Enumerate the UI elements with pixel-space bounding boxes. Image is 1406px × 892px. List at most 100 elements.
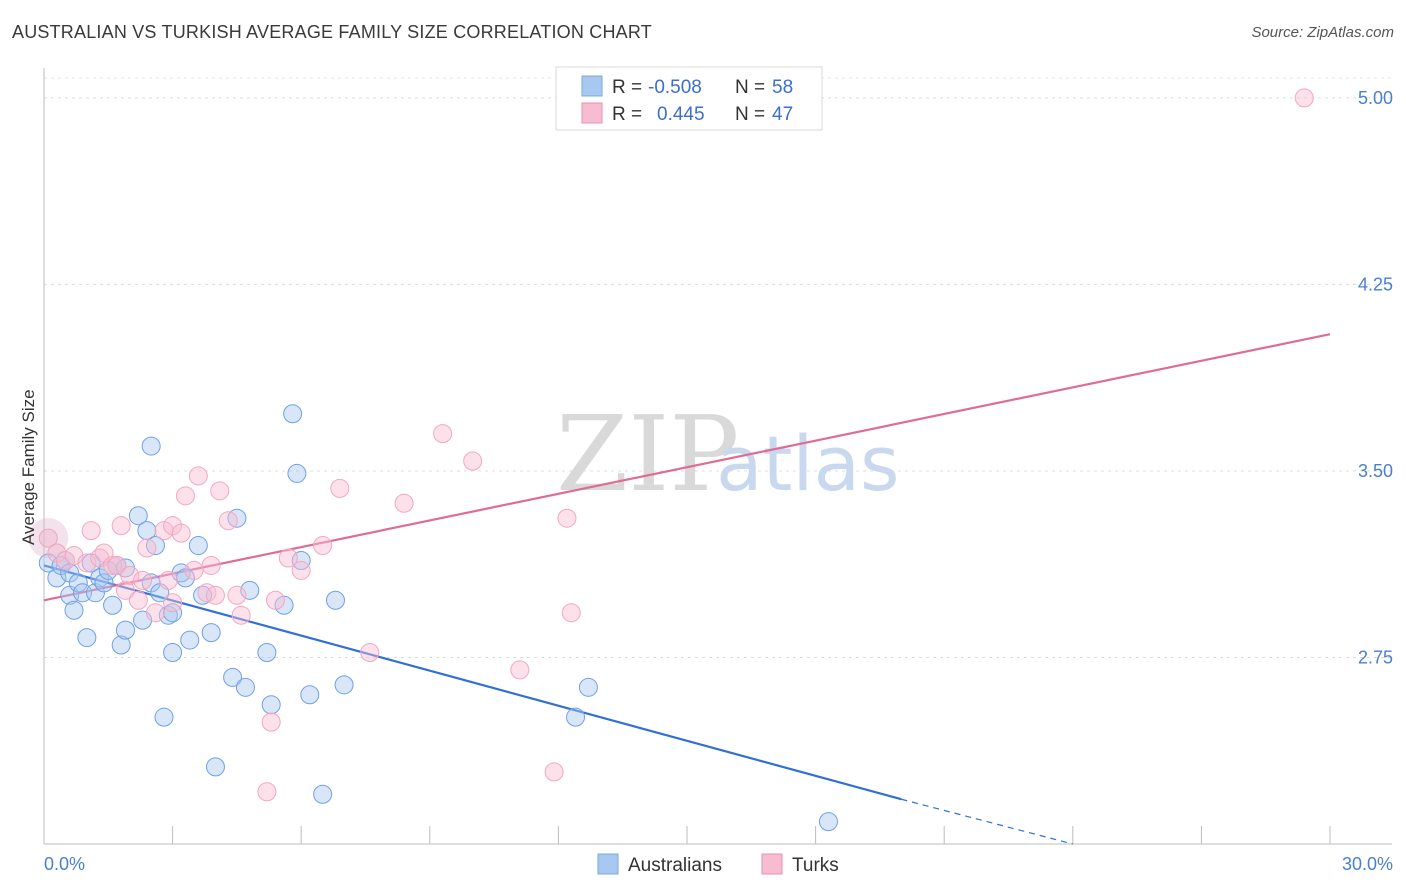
series-legend-label-australians: Australians: [628, 855, 722, 876]
turks-point-5: [81, 521, 101, 541]
turks-point-24: [188, 466, 208, 486]
watermark-atlas: atlas: [716, 419, 900, 508]
legend-n-label-2: N =: [735, 104, 765, 125]
turks-point-11: [115, 580, 135, 600]
turks-point-22: [175, 486, 195, 506]
trend-lines: [43, 333, 1331, 845]
legend-swatch-turks: [581, 102, 603, 124]
turks-point-46: [561, 603, 581, 623]
turks-point-38: [330, 478, 350, 498]
australians-point-22: [137, 521, 157, 541]
legend-n-value-2: 47: [772, 104, 793, 125]
y-tick-label-3: 5.00: [1358, 88, 1393, 108]
australians-point-24: [141, 436, 161, 456]
series-legend-label-turks: Turks: [792, 855, 839, 876]
y-axis-label: Average Family Size: [19, 389, 38, 545]
y-tick-label-2: 4.25: [1358, 274, 1393, 294]
turks-point-0: [38, 528, 58, 548]
turks-point-41: [433, 424, 453, 444]
turks-point-12: [120, 565, 140, 585]
australians-point-15: [103, 595, 123, 615]
turks-point-26: [201, 555, 221, 575]
turks-trend-line: [43, 333, 1331, 602]
turks-point-39: [360, 643, 380, 662]
turks-point-44: [544, 762, 564, 782]
watermark: ZIP atlas: [556, 393, 900, 515]
turks-point-8: [103, 555, 123, 575]
turks-point-36: [291, 560, 311, 580]
australians-point-34: [188, 536, 208, 556]
australians-point-42: [257, 643, 277, 662]
australians-point-27: [154, 707, 174, 727]
turks-point-43: [510, 660, 530, 680]
grid: [44, 77, 1392, 658]
australians-point-1: [47, 568, 67, 588]
legend-r-value-1: -0.508: [648, 77, 702, 98]
australians-point-7: [68, 573, 88, 593]
australians-point-50: [325, 590, 345, 610]
source-credit: Source: ZipAtlas.com: [1251, 24, 1394, 41]
series-legend-swatch-turks: [761, 853, 783, 875]
australians-point-41: [240, 580, 260, 600]
australians-point-17: [111, 635, 131, 655]
turks-point-33: [261, 712, 281, 732]
australians-point-19: [115, 620, 135, 640]
turks-point-10: [111, 516, 131, 536]
australians-point-46: [287, 463, 307, 483]
axes: [43, 68, 1392, 845]
turks-point-32: [257, 782, 277, 802]
series-legend: Australians Turks: [597, 853, 839, 876]
australians-point-13: [94, 573, 114, 593]
australians-point-54: [818, 812, 838, 832]
australians-point-36: [201, 623, 221, 643]
australians-point-51: [334, 675, 354, 695]
correlation-legend: R = -0.508 N = 58 R = 0.445 N = 47: [555, 66, 823, 131]
y-tick-label-1: 3.50: [1358, 461, 1393, 481]
y-tick-label-0: 2.75: [1358, 647, 1393, 667]
australians-point-9: [77, 628, 97, 648]
turks-point-40: [394, 493, 414, 513]
turks-point-21: [171, 523, 191, 543]
australians-point-30: [163, 603, 183, 623]
turks-point-42: [463, 451, 483, 471]
australians-point-38: [223, 667, 243, 687]
turks-point-31: [231, 605, 251, 625]
turks-point-19: [163, 593, 183, 613]
turks-point-16: [145, 603, 165, 623]
australians-point-48: [300, 685, 320, 705]
legend-r-value-2: 0.445: [657, 104, 705, 125]
series-legend-swatch-australians: [597, 853, 619, 875]
australians-point-20: [128, 506, 148, 526]
data-points: [28, 88, 1314, 832]
x-tick-label-0: 0.0%: [44, 854, 85, 874]
x-tick-labels: 0.0% 30.0%: [44, 854, 1393, 874]
legend-swatch-australians: [581, 75, 603, 97]
turks-point-45: [557, 508, 577, 528]
australians-point-43: [261, 695, 281, 715]
chart-title: AUSTRALIAN VS TURKISH AVERAGE FAMILY SIZ…: [12, 22, 652, 42]
legend-n-label-1: N =: [735, 77, 765, 98]
legend-r-label-1: R =: [612, 77, 642, 98]
australians-point-40: [235, 677, 255, 697]
turks-point-23: [184, 560, 204, 580]
turks-point-4: [77, 553, 97, 573]
australians-trend-extension: [901, 798, 1073, 845]
turks-point-29: [218, 511, 238, 531]
australians-point-29: [163, 643, 183, 662]
australians-point-45: [283, 404, 303, 424]
australians-point-53: [578, 677, 598, 697]
turks-point-47: [1294, 88, 1314, 108]
turks-point-27: [205, 585, 225, 605]
australians-trend-line: [43, 564, 902, 801]
x-tick-label-1: 30.0%: [1342, 854, 1393, 874]
turks-point-28: [210, 481, 230, 501]
legend-n-value-1: 58: [772, 77, 793, 98]
legend-r-label-2: R =: [612, 104, 642, 125]
australians-point-52: [566, 707, 586, 727]
turks-cluster-marker: [28, 518, 69, 559]
australians-point-33: [180, 630, 200, 650]
australians-point-6: [64, 600, 84, 620]
australians-point-37: [205, 757, 225, 777]
turks-point-15: [137, 538, 157, 558]
